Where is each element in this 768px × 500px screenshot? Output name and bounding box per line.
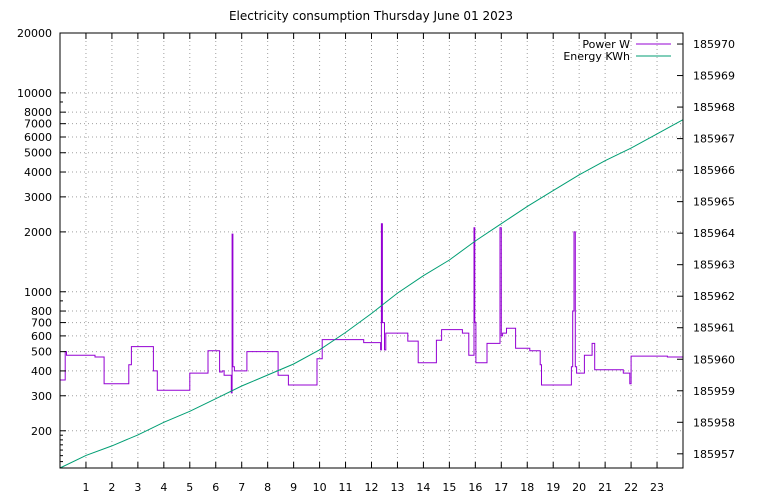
y-left-tick-label: 3000 xyxy=(24,191,52,204)
y-left-tick-label: 2000 xyxy=(24,226,52,239)
x-tick-label: 3 xyxy=(134,481,141,494)
series-layer xyxy=(59,119,684,469)
x-tick-label: 16 xyxy=(468,481,482,494)
y-left-tick-label: 200 xyxy=(31,425,52,438)
legend-label-energy: Energy KWh xyxy=(563,50,630,63)
y-left-tick-label: 5000 xyxy=(24,147,52,160)
grid-layer xyxy=(60,32,683,468)
legend: Power W Energy KWh xyxy=(563,38,671,63)
y-left-tick-label: 400 xyxy=(31,365,52,378)
y-left-tick-label: 20000 xyxy=(17,27,52,40)
series-line-energy xyxy=(59,119,684,469)
x-tick-label: 10 xyxy=(313,481,327,494)
y-left-tick-label: 4000 xyxy=(24,166,52,179)
x-tick-label: 11 xyxy=(339,481,353,494)
y-left-tick-label: 700 xyxy=(31,317,52,330)
y-left-tick-label: 800 xyxy=(31,305,52,318)
x-tick-label: 14 xyxy=(416,481,430,494)
y-right-tick-label: 185959 xyxy=(693,385,735,398)
series-line-power xyxy=(60,223,684,394)
tick-layer: 1 2 3 4 5 6 7 8 9 10 11 12 13 14 15 16 17 18 19 20 21 22 23200… xyxy=(17,27,735,494)
plot-frame xyxy=(59,32,684,469)
y-right-tick-label: 185957 xyxy=(693,448,735,461)
x-tick-label: 7 xyxy=(238,481,245,494)
y-left-tick-label: 8000 xyxy=(24,106,52,119)
y-right-tick-label: 185961 xyxy=(693,322,735,335)
legend-label-power: Power W xyxy=(582,38,630,51)
x-tick-label: 2 xyxy=(108,481,115,494)
x-tick-label: 21 xyxy=(598,481,612,494)
x-tick-label: 23 xyxy=(650,481,664,494)
x-tick-label: 13 xyxy=(390,481,404,494)
y-right-tick-label: 185965 xyxy=(693,196,735,209)
y-left-tick-label: 7000 xyxy=(24,118,52,131)
y-left-tick-label: 10000 xyxy=(17,87,52,100)
y-left-tick-label: 300 xyxy=(31,390,52,403)
y-left-tick-label: 6000 xyxy=(24,131,52,144)
x-tick-label: 6 xyxy=(212,481,219,494)
x-tick-label: 9 xyxy=(290,481,297,494)
x-tick-label: 4 xyxy=(160,481,167,494)
y-right-tick-label: 185958 xyxy=(693,416,735,429)
y-right-tick-label: 185970 xyxy=(693,38,735,51)
x-tick-label: 8 xyxy=(264,481,271,494)
y-left-tick-label: 500 xyxy=(31,346,52,359)
x-tick-label: 17 xyxy=(494,481,508,494)
x-tick-label: 15 xyxy=(442,481,456,494)
y-right-tick-label: 185962 xyxy=(693,290,735,303)
y-right-tick-label: 185964 xyxy=(693,227,735,240)
y-right-tick-label: 185963 xyxy=(693,259,735,272)
y-right-tick-label: 185966 xyxy=(693,164,735,177)
x-tick-label: 5 xyxy=(186,481,193,494)
y-right-tick-label: 185967 xyxy=(693,133,735,146)
x-tick-label: 19 xyxy=(546,481,560,494)
x-tick-label: 22 xyxy=(624,481,638,494)
x-tick-label: 12 xyxy=(365,481,379,494)
y-left-tick-label: 600 xyxy=(31,330,52,343)
x-tick-label: 18 xyxy=(520,481,534,494)
y-right-tick-label: 185960 xyxy=(693,353,735,366)
x-tick-label: 1 xyxy=(82,481,89,494)
y-left-tick-label: 1000 xyxy=(24,286,52,299)
y-right-tick-label: 185969 xyxy=(693,70,735,83)
x-tick-label: 20 xyxy=(572,481,586,494)
chart-title: Electricity consumption Thursday June 01… xyxy=(229,9,513,23)
y-right-tick-label: 185968 xyxy=(693,101,735,114)
